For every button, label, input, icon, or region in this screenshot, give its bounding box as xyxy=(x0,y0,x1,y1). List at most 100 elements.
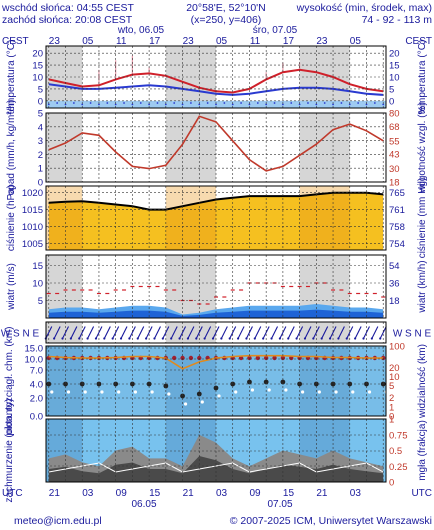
precip-tick: 2 xyxy=(38,150,43,161)
cloud-base-dot-light xyxy=(217,394,221,398)
wind-barb xyxy=(170,326,178,339)
panel-border xyxy=(45,345,387,417)
precip-ylabel-left: opad (mm/h, kg/m²/h) xyxy=(6,100,17,196)
cloud-base-dot-light xyxy=(200,400,204,404)
visibility-ylabel-right: widzialność (km) xyxy=(417,344,428,419)
visibility-tick: 20 xyxy=(389,363,400,374)
panel-border xyxy=(45,185,387,251)
humidity-tick: 18 xyxy=(389,178,400,189)
temperature-tick-right: 10 xyxy=(389,73,400,84)
wind-barb xyxy=(245,326,253,339)
top-day2-label: śro, 07.05 xyxy=(253,25,298,36)
visibility-tick: 2 xyxy=(389,393,394,404)
cloud-extent-tick: 10.0 xyxy=(25,355,44,366)
wind-barb-head xyxy=(161,337,164,340)
temperature-ylabel-right: temperatura (°C) xyxy=(417,40,428,115)
coords-text: 20°58'E, 52°10'N xyxy=(186,2,266,14)
visibility-tick: 1 xyxy=(389,402,394,413)
wind-barb xyxy=(95,326,103,339)
wind-barb xyxy=(204,326,212,339)
wind-barb-head xyxy=(78,337,81,340)
pressure-ylabel-right: ciśnienie (mm Hg) xyxy=(417,178,428,259)
bottom-day2-label: 07.05 xyxy=(267,499,292,510)
cloud-extent-tick: 7.0 xyxy=(30,366,43,377)
cloud-base-dot-light xyxy=(284,388,288,392)
bottom-hour-label: 03 xyxy=(82,488,94,499)
cloud-extent-tick: 0.0 xyxy=(30,412,43,423)
frost-dot xyxy=(131,103,134,106)
wind-tick: 5 xyxy=(38,296,43,307)
visibility-tick: 0 xyxy=(389,412,394,423)
cloud-extent-tick: 15.0 xyxy=(25,344,44,355)
frost-dot xyxy=(290,102,293,104)
panel-border xyxy=(45,254,387,319)
frost-dot xyxy=(215,103,217,106)
visibility-tick: 100 xyxy=(389,342,405,353)
frost-dot xyxy=(340,102,343,104)
sunset-text: zachód słońca: 20:08 CEST xyxy=(2,14,133,26)
precip-tick: 0 xyxy=(38,178,43,189)
wind-barb xyxy=(271,326,279,339)
wind-barb xyxy=(379,326,387,339)
top-hour-label: 05 xyxy=(350,36,362,47)
bottom-hour-label: 03 xyxy=(216,488,228,499)
wind-barb-head xyxy=(328,337,332,340)
bottom-day1-label: 06.05 xyxy=(131,499,156,510)
wind-panel: 15 10 5 54 36 18 wiatr (m/s) wiatr (km/h) xyxy=(6,254,428,319)
cloud-base-dot-light xyxy=(133,390,137,394)
frost-dot xyxy=(156,102,159,104)
frost-dot xyxy=(265,103,268,106)
night-shade xyxy=(165,113,216,182)
top-hour-label: 11 xyxy=(250,36,261,47)
wind-barb-head xyxy=(86,337,89,340)
humidity-ylabel-right: wilgotność wzgl. (%) xyxy=(417,102,428,194)
cloud-base-dot-light xyxy=(167,392,171,396)
fog-fraction-tick: 0.25 xyxy=(389,462,408,473)
frost-dot xyxy=(81,103,84,106)
wind-barb-head xyxy=(211,337,215,340)
frost-dot xyxy=(281,103,284,106)
wind-barb xyxy=(321,326,329,339)
top-hour-label: 17 xyxy=(149,36,161,47)
frost-dot xyxy=(231,103,234,106)
wind-barb xyxy=(153,326,161,339)
dewpoint-line xyxy=(48,83,384,96)
pressure-tick: 1020 xyxy=(22,188,43,199)
wind-barb-head xyxy=(119,337,123,340)
sunrise-text: wschód słońca: 04:55 CEST xyxy=(1,2,134,14)
top-hour-label: 17 xyxy=(283,36,295,47)
wind-barb-head xyxy=(270,337,273,340)
cloud-cover-ylabel-left: zachmurzenie (oktanty) xyxy=(4,399,15,503)
frost-dot xyxy=(373,102,376,104)
frost-dot xyxy=(173,102,176,104)
footer-email[interactable]: meteo@icm.edu.pl xyxy=(14,515,102,527)
precip-tick: 5 xyxy=(38,109,43,120)
wind-barb xyxy=(103,326,111,339)
humidity-tick: 68 xyxy=(389,122,400,133)
humidity-tick: 55 xyxy=(389,136,400,147)
wind-barb-head xyxy=(178,337,181,340)
bottom-hour-label: 21 xyxy=(316,488,328,499)
temperature-tick: 5 xyxy=(38,84,43,95)
wind-barb-head xyxy=(312,337,315,340)
pressure-night-band xyxy=(165,186,216,250)
wind-kmh-tick: 54 xyxy=(389,261,400,272)
pressure-tick: 1010 xyxy=(22,222,43,233)
frost-dot xyxy=(198,103,201,106)
frost-dot xyxy=(256,102,259,104)
wind-barb xyxy=(78,326,86,339)
cloud-base-dot-light xyxy=(267,388,271,392)
cloud-base-dot-light xyxy=(301,390,305,394)
wind-barb xyxy=(112,326,120,339)
fog-fraction-tick: 0.75 xyxy=(389,430,408,441)
top-hour-label: 23 xyxy=(49,36,61,47)
pressure-panel: 1020 1015 1010 1005 765 761 758 754 ciśnienie (h… xyxy=(6,178,428,259)
wind-barb-head xyxy=(320,337,323,340)
cloud-top-dot xyxy=(188,355,194,361)
precip-tick: 3 xyxy=(38,136,43,147)
temperature-tick: 0 xyxy=(38,96,43,107)
elevation-values: 74 - 92 - 113 m xyxy=(362,14,433,26)
